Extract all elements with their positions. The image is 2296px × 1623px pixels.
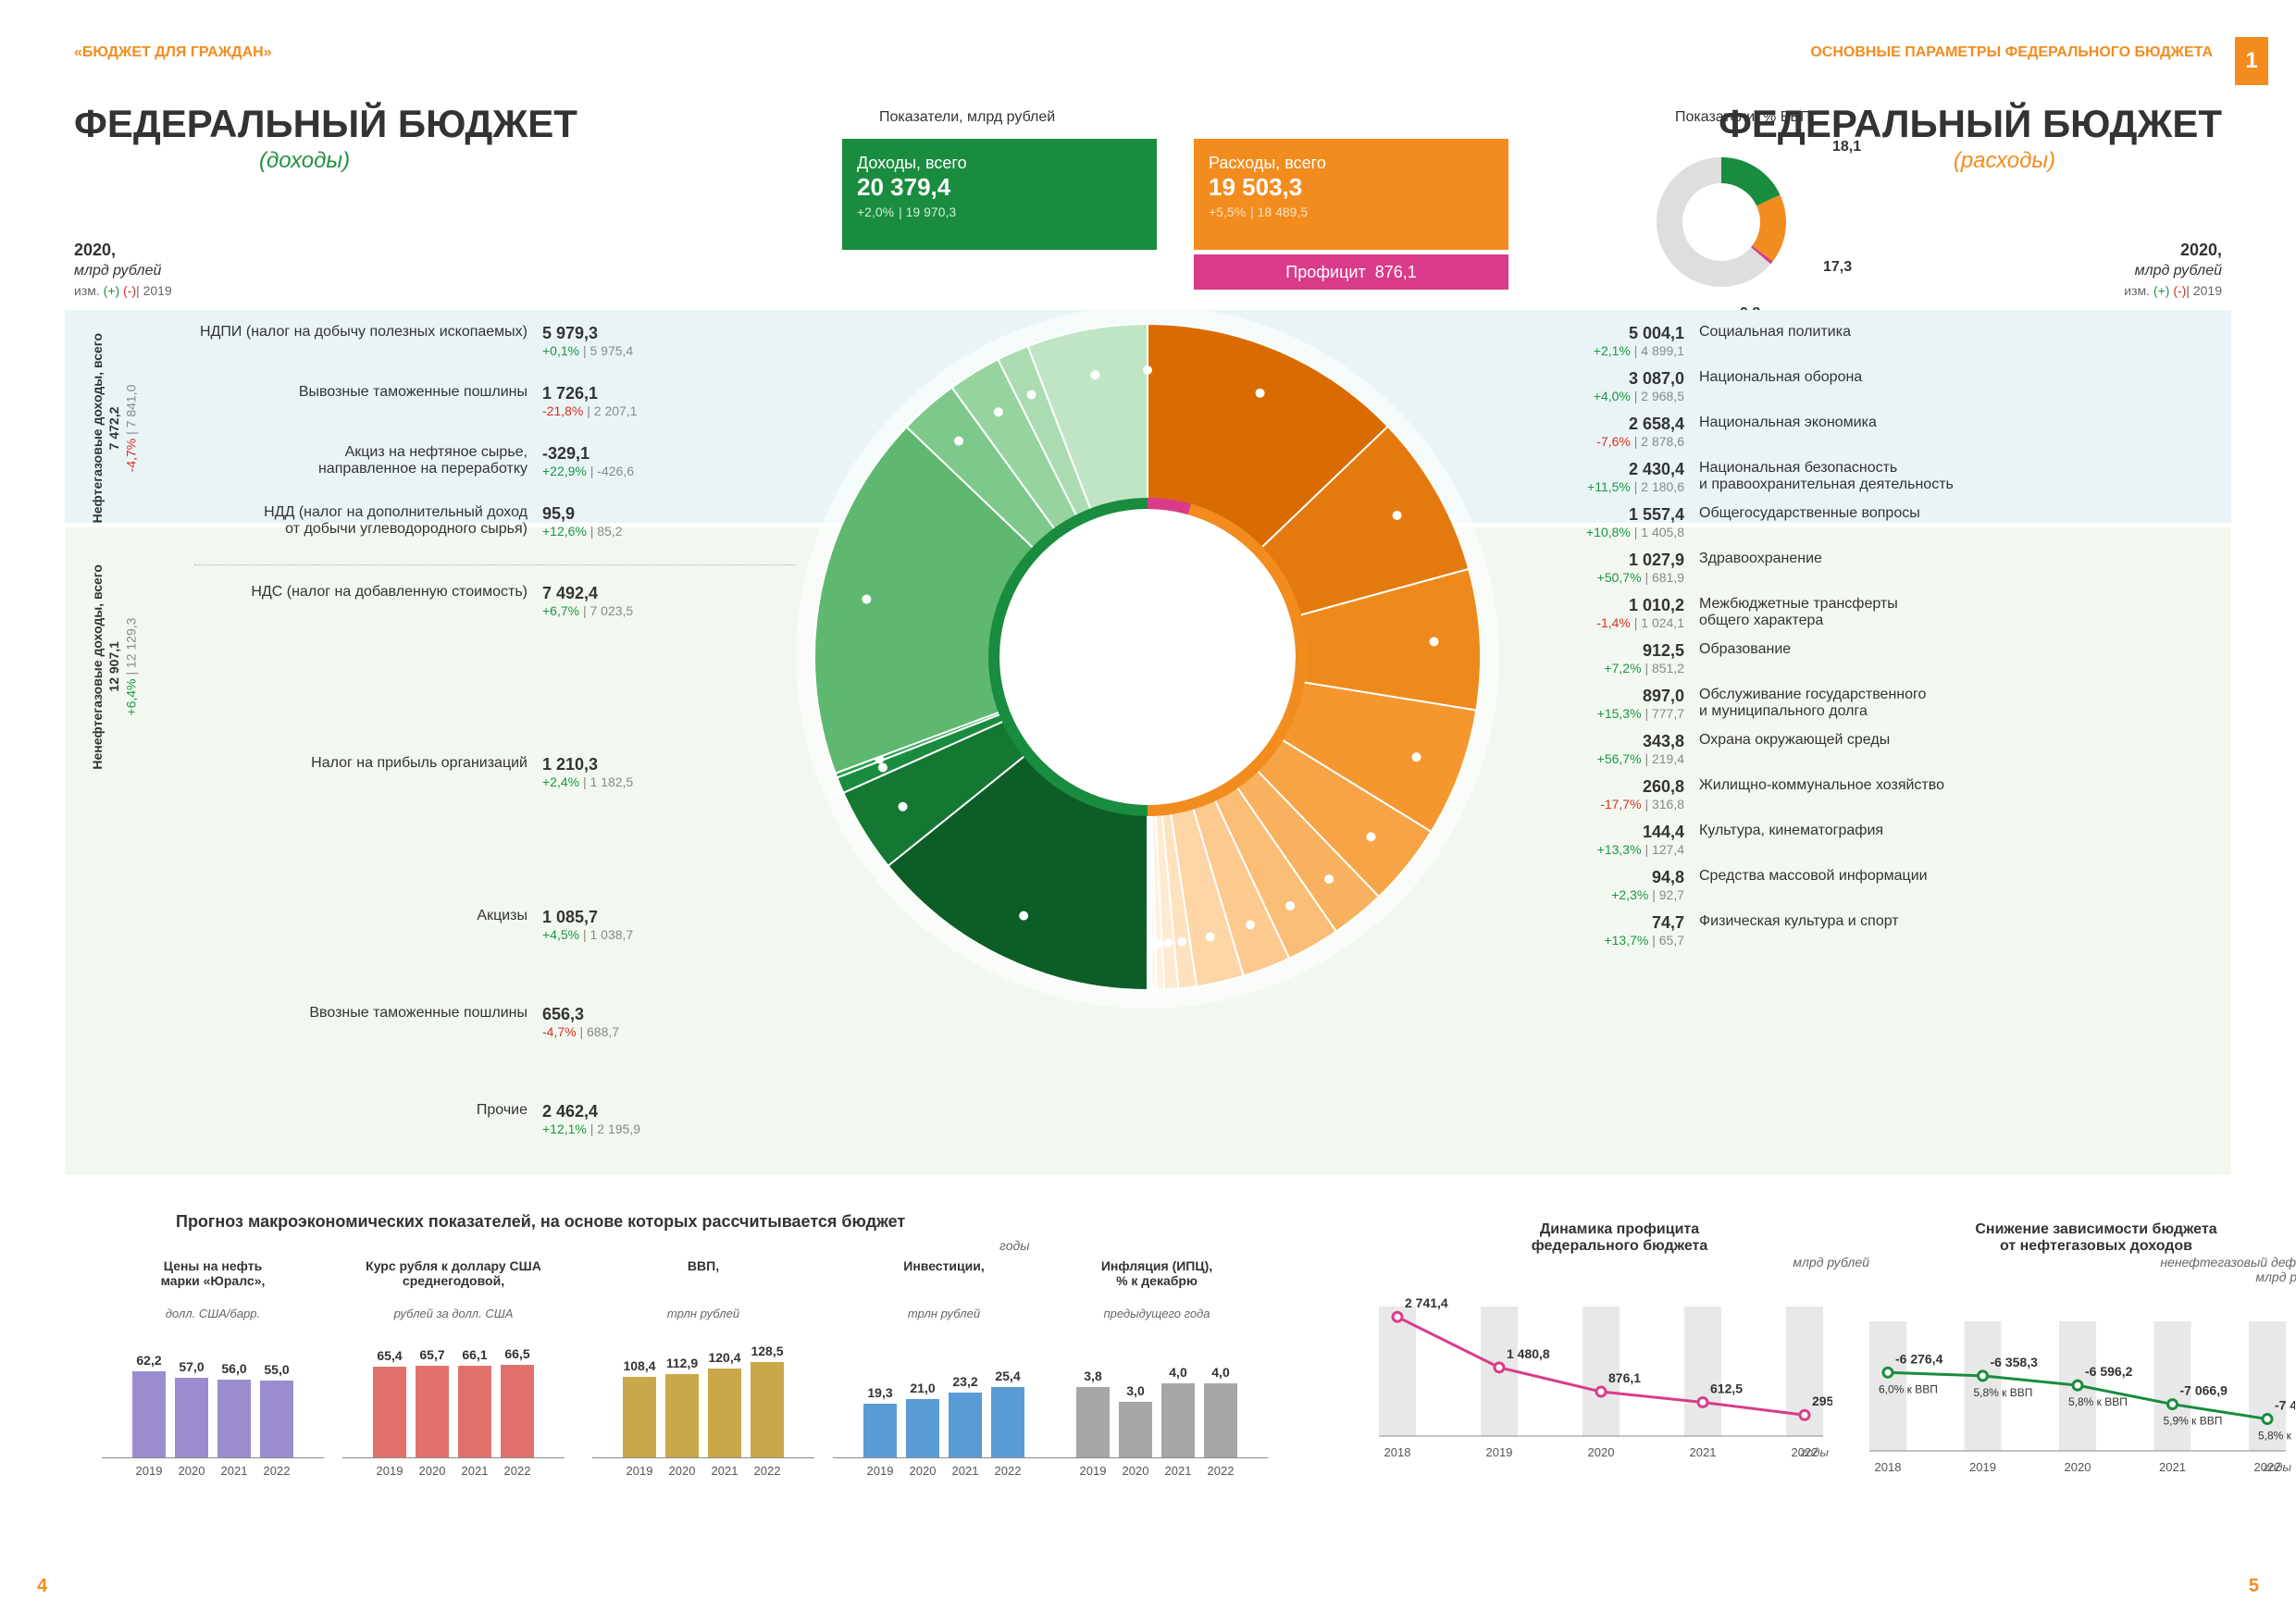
expense-row: 1 557,4+10,8% | 1 405,8 Общегосударствен… [1499,505,2221,539]
income-row: НДПИ (налог на добычу полезных ископаемы… [194,324,796,358]
deficit-trend-chart: Снижение зависимости бюджетаот нефтегазо… [1860,1221,2296,1502]
expense-row: 912,5+7,2% | 851,2 Образование [1499,641,2221,675]
header-left: «БЮДЖЕТ ДЛЯ ГРАЖДАН» [74,44,272,61]
svg-text:2019: 2019 [1486,1445,1513,1459]
svg-text:2021: 2021 [2159,1460,2186,1474]
svg-text:876,1: 876,1 [1608,1370,1641,1385]
income-row: НДС (налог на добавленную стоимость) 7 4… [194,584,796,618]
subtitle-right: (расходы) [1954,148,2055,174]
expense-row: 343,8+56,7% | 219,4 Охрана окружающей ср… [1499,732,2221,766]
surplus-box: Профицит 876,1 [1194,254,1508,290]
donut-label-1: 18,1 [1832,139,1861,155]
forecast-mini-chart: ВВП, трлн рублей 108,4112,9120,4128,5 20… [592,1258,814,1478]
svg-text:6,0% к ВВП: 6,0% к ВВП [1879,1382,1938,1395]
header-right: ОСНОВНЫЕ ПАРАМЕТРЫ ФЕДЕРАЛЬНОГО БЮДЖЕТА [1810,44,2213,61]
page-num-left: 4 [37,1576,47,1597]
year-right-unit: млрд рублей [2135,263,2222,279]
income-rows: НДПИ (налог на добычу полезных ископаемы… [194,324,796,1162]
income-row: Акцизы 1 085,7+4,5% | 1 038,7 [194,908,796,942]
donut-title: Показатели, % ВВП [1675,109,1811,126]
oil-gas-label: Нефтегазовые доходы, всего 7 472,2 -4,7%… [89,333,140,523]
expense-row: 94,8+2,3% | 92,7 Средства массовой инфор… [1499,868,2221,902]
svg-text:5,8% к ВВП: 5,8% к ВВП [1974,1386,2033,1399]
expense-rows: 5 004,1+2,1% | 4 899,1 Социальная полити… [1499,324,2221,959]
year-left-unit: млрд рублей [74,263,161,279]
svg-text:5,9% к ВВП: 5,9% к ВВП [2164,1415,2223,1428]
svg-text:2020: 2020 [2065,1460,2091,1474]
svg-text:-6 276,4: -6 276,4 [1895,1351,1943,1366]
income-row: Прочие 2 462,4+12,1% | 2 195,9 [194,1102,796,1136]
non-oil-gas-label: Ненефтегазовые доходы, всего 12 907,1 +6… [89,564,140,770]
svg-text:-6 596,2: -6 596,2 [2085,1364,2133,1379]
income-row: Акциз на нефтяное сырье,направленное на … [194,444,796,478]
svg-text:-6 358,3: -6 358,3 [1991,1355,2039,1369]
surplus-trend-chart: Динамика профицитафедерального бюджета м… [1370,1221,1869,1487]
svg-text:годы: годы [1801,1445,1830,1459]
expense-box: Расходы, всего 19 503,3 +5,5% | 18 489,5 [1194,139,1508,250]
svg-text:5,8% к ВВП: 5,8% к ВВП [2258,1430,2295,1443]
income-row: Вывозные таможенные пошлины 1 726,1-21,8… [194,384,796,418]
expense-row: 2 658,4-7,6% | 2 878,6 Национальная экон… [1499,415,2221,449]
year-right-change: изм. (+) (-)| 2019 [2124,283,2222,298]
expense-row: 2 430,4+11,5% | 2 180,6 Национальная без… [1499,460,2221,494]
forecast-mini-chart: Инвестиции, трлн рублей 19,321,023,225,4… [833,1258,1055,1478]
expense-row: 1 010,2-1,4% | 1 024,1 Межбюджетные тран… [1499,596,2221,630]
title-left: ФЕДЕРАЛЬНЫЙ БЮДЖЕТ [74,102,577,146]
forecast-title: Прогноз макроэкономических показателей, … [176,1212,905,1232]
page: 1 «БЮДЖЕТ ДЛЯ ГРАЖДАН» ОСНОВНЫЕ ПАРАМЕТР… [0,0,2296,1623]
svg-text:612,5: 612,5 [1710,1381,1743,1395]
income-box: Доходы, всего 20 379,4 +2,0% | 19 970,3 [842,139,1157,250]
gdp-donut [1629,130,1814,319]
main-pie [796,305,1499,1009]
svg-text:2018: 2018 [1384,1445,1411,1459]
expense-row: 3 087,0+4,0% | 2 968,5 Национальная обор… [1499,369,2221,403]
subtitle-left: (доходы) [259,148,350,174]
expense-row: 260,8-17,7% | 316,8 Жилищно-коммунальное… [1499,777,2221,812]
expense-row: 144,4+13,3% | 127,4 Культура, кинематогр… [1499,823,2221,857]
svg-text:-7 066,9: -7 066,9 [2180,1383,2228,1398]
svg-text:2020: 2020 [1588,1445,1615,1459]
expense-row: 74,7+13,7% | 65,7 Физическая культура и … [1499,913,2221,948]
year-right: 2020, [2180,241,2222,260]
svg-text:1 480,8: 1 480,8 [1507,1346,1550,1361]
svg-text:-7 435,7: -7 435,7 [2275,1398,2295,1413]
svg-text:годы: годы [2264,1460,2292,1474]
svg-text:2018: 2018 [1875,1460,1902,1474]
donut-label-2: 17,3 [1823,259,1852,276]
income-row: Ввозные таможенные пошлины 656,3-4,7% | … [194,1005,796,1039]
forecast-years-label: годы [999,1238,1030,1253]
svg-text:2 741,4: 2 741,4 [1405,1295,1448,1310]
page-num-right: 5 [2249,1576,2259,1597]
section-tag: 1 [2235,37,2268,85]
svg-text:2021: 2021 [1690,1445,1717,1459]
income-row: Налог на прибыль организаций 1 210,3+2,4… [194,755,796,789]
box-title: Показатели, млрд рублей [879,109,1055,126]
forecast-mini-chart: Курс рубля к доллару СШАсреднегодовой, р… [342,1258,565,1478]
svg-text:295,0: 295,0 [1812,1394,1832,1408]
expense-row: 5 004,1+2,1% | 4 899,1 Социальная полити… [1499,324,2221,358]
expense-row: 897,0+15,3% | 777,7 Обслуживание государ… [1499,687,2221,721]
income-row: НДД (налог на дополнительный доходот доб… [194,504,796,539]
svg-text:2019: 2019 [1969,1460,1996,1474]
expense-row: 1 027,9+50,7% | 681,9 Здравоохранение [1499,551,2221,585]
year-left-change: изм. (+) (-)| 2019 [74,283,172,298]
svg-text:5,8% к ВВП: 5,8% к ВВП [2068,1395,2128,1408]
forecast-mini-chart: Цены на нефтьмарки «Юралс», долл. США/ба… [102,1258,324,1478]
forecast-mini-chart: Инфляция (ИПЦ),% к декабрю предыдущего г… [1046,1258,1268,1478]
year-left: 2020, [74,241,116,260]
